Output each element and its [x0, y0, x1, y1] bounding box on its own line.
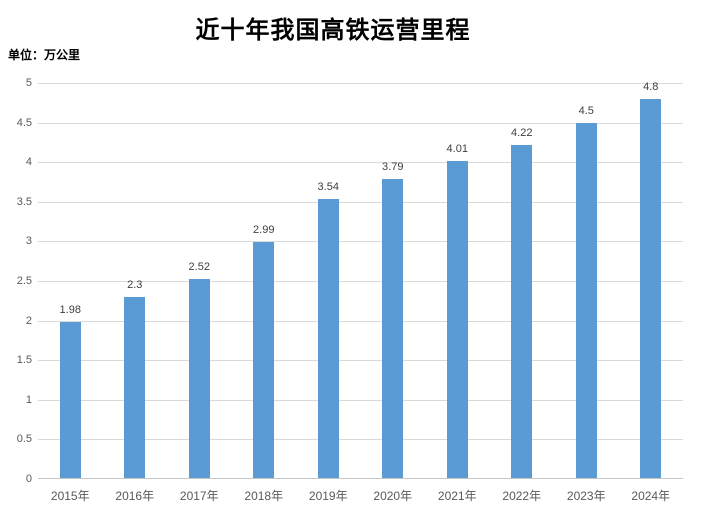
gridline: [38, 439, 683, 441]
y-tick-label: 2: [25, 314, 32, 327]
y-tick-label: 3: [25, 235, 32, 248]
bar-2018年: [253, 242, 275, 478]
gridline: [38, 320, 683, 322]
bar-2021年: [446, 161, 468, 478]
x-axis-label: 2023年: [566, 489, 606, 503]
x-axis-label: 2016年: [115, 489, 155, 503]
x-axis-label: 2015年: [50, 489, 90, 503]
x-axis-label: 2018年: [244, 489, 284, 503]
value-label: 2.3: [127, 278, 143, 291]
value-label: 4.8: [643, 80, 659, 93]
x-axis-label: 2019年: [308, 489, 348, 503]
y-tick-label: 4.5: [16, 116, 32, 129]
bar-2017年: [188, 279, 210, 478]
x-axis-label: 2024年: [631, 489, 671, 503]
gridline: [38, 399, 683, 401]
bar-2019年: [317, 198, 339, 478]
bar-2020年: [382, 178, 404, 478]
x-axis-line: [38, 478, 683, 479]
chart-title: 近十年我国高铁运营里程: [195, 18, 471, 44]
value-label: 1.98: [59, 304, 81, 317]
value-label: 4.5: [578, 104, 594, 117]
y-tick-label: 3.5: [16, 195, 32, 208]
x-axis-label: 2021年: [437, 489, 477, 503]
bar-2024年: [640, 98, 662, 478]
value-label: 2.99: [253, 224, 275, 237]
bar-2016年: [124, 296, 146, 478]
gridline: [38, 83, 683, 84]
gridline: [38, 162, 683, 164]
y-tick-label: 0: [25, 473, 32, 485]
bar-2022年: [511, 144, 533, 478]
x-axis-label: 2022年: [502, 489, 542, 503]
y-tick-label: 5: [25, 77, 32, 89]
gridline: [38, 360, 683, 362]
y-tick-label: 0.5: [16, 433, 32, 446]
y-tick-label: 2.5: [16, 275, 32, 287]
y-tick-label: 4: [25, 156, 32, 169]
y-tick-label: 1.5: [16, 354, 32, 367]
y-tick-label: 1: [25, 393, 32, 406]
x-axis-label: 2020年: [373, 489, 413, 503]
gridline: [38, 281, 683, 282]
value-label: 2.52: [188, 261, 210, 274]
unit-label: 单位：万公里: [8, 48, 81, 62]
x-axis-label: 2017年: [179, 489, 219, 503]
gridline: [38, 241, 683, 243]
plot-area: 0 0.5 1 1.5 2 2.5 3 3.5 4 4.5 5 1.98 2015年 2.3 2016年 2.…: [17, 77, 683, 503]
bar-2023年: [575, 122, 597, 478]
gridline: [38, 122, 683, 124]
value-label: 3.54: [317, 180, 339, 193]
bar-2015年: [59, 322, 81, 478]
value-label: 3.79: [382, 160, 404, 173]
gridline: [38, 201, 683, 203]
value-label: 4.01: [446, 143, 468, 156]
value-label: 4.22: [511, 126, 533, 139]
